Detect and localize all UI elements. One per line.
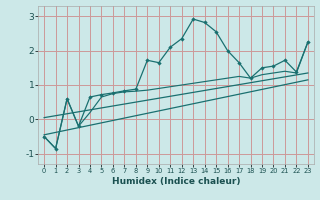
- X-axis label: Humidex (Indice chaleur): Humidex (Indice chaleur): [112, 177, 240, 186]
